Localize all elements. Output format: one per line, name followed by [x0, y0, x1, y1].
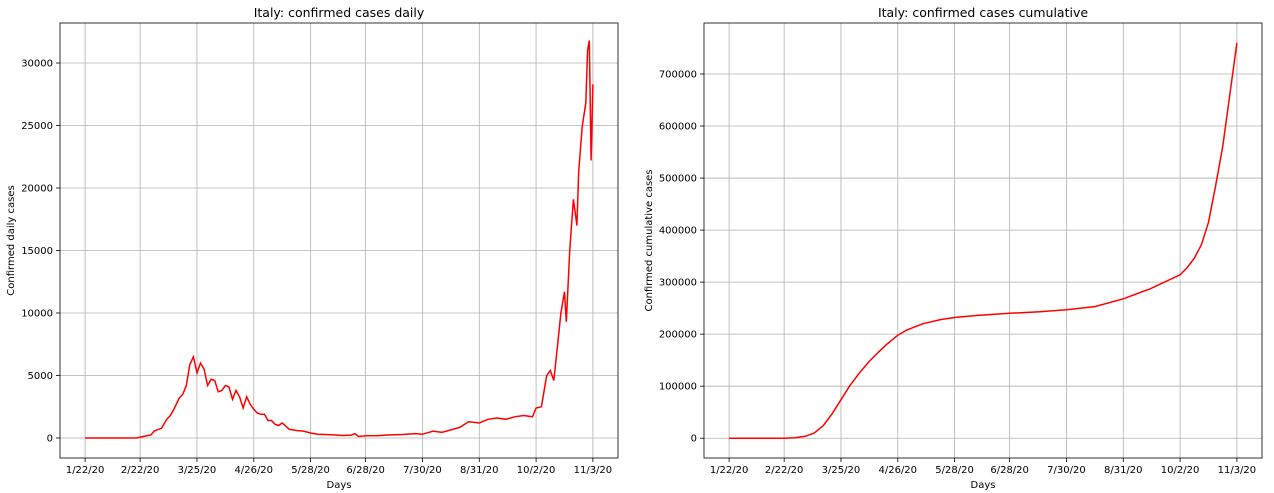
y-tick-label: 100000 [659, 382, 697, 393]
series-line [729, 42, 1238, 439]
x-tick-label: 5/28/20 [935, 465, 974, 476]
y-tick-label: 300000 [659, 278, 697, 289]
x-tick-label: 7/30/20 [1047, 465, 1086, 476]
y-axis-label: Confirmed daily cases [6, 185, 17, 295]
x-tick-label: 3/25/20 [178, 465, 217, 476]
x-tick-label: 8/31/20 [1104, 465, 1143, 476]
x-tick-label: 8/31/20 [460, 465, 499, 476]
x-tick-label: 2/22/20 [121, 465, 160, 476]
x-tick-label: 4/26/20 [234, 465, 273, 476]
x-axis-label: Days [971, 480, 996, 491]
y-tick-label: 0 [47, 434, 53, 445]
x-tick-label: 3/25/20 [822, 465, 861, 476]
y-tick-label: 700000 [659, 69, 697, 80]
y-tick-label: 500000 [659, 174, 697, 185]
x-tick-label: 7/30/20 [403, 465, 442, 476]
x-tick-label: 4/26/20 [878, 465, 917, 476]
y-tick-label: 10000 [21, 309, 53, 320]
y-tick-label: 30000 [21, 59, 53, 70]
y-tick-label: 200000 [659, 330, 697, 341]
x-axis-label: Days [327, 480, 352, 491]
x-tick-label: 10/2/20 [1161, 465, 1200, 476]
chart-title: Italy: confirmed cases cumulative [878, 5, 1088, 20]
plot-frame [59, 22, 619, 459]
x-tick-label: 11/3/20 [574, 465, 613, 476]
x-tick-label: 1/22/20 [710, 465, 749, 476]
y-tick-label: 600000 [659, 122, 697, 133]
y-tick-label: 0 [691, 434, 697, 445]
x-tick-label: 2/22/20 [765, 465, 804, 476]
y-tick-label: 400000 [659, 226, 697, 237]
y-tick-label: 15000 [21, 246, 53, 257]
y-tick-label: 25000 [21, 121, 53, 132]
x-tick-label: 6/28/20 [346, 465, 385, 476]
x-tick-label: 11/3/20 [1218, 465, 1257, 476]
plot-frame [703, 22, 1263, 459]
y-tick-label: 5000 [28, 371, 53, 382]
x-tick-label: 1/22/20 [66, 465, 105, 476]
x-tick-label: 10/2/20 [517, 465, 556, 476]
chart-title: Italy: confirmed cases daily [254, 5, 425, 20]
y-tick-label: 20000 [21, 184, 53, 195]
x-tick-label: 5/28/20 [291, 465, 330, 476]
y-axis-label: Confirmed cumulative cases [644, 169, 655, 311]
series-line [85, 40, 594, 439]
x-tick-label: 6/28/20 [990, 465, 1029, 476]
